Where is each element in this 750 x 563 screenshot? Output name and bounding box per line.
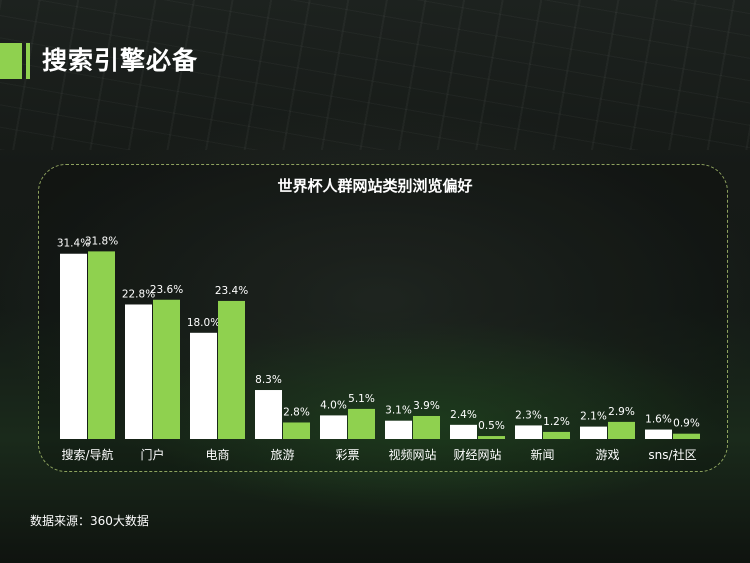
bar-series1-5 [385,420,412,439]
category-label-6: 财经网站 [453,448,501,462]
bar-series1-7 [515,425,542,439]
bar-series2-0 [88,251,115,439]
data-label-series1-5: 3.1% [385,405,412,417]
data-source-note: 数据来源：360大数据 [30,514,149,528]
category-label-8: 游戏 [595,448,619,462]
title-accent-stripe [26,43,30,79]
data-label-series1-9: 1.6% [645,414,672,426]
category-label-7: 新闻 [530,447,554,462]
data-label-series2-9: 0.9% [673,418,700,430]
category-label-3: 旅游 [270,448,294,462]
data-label-series1-2: 18.0% [187,317,220,329]
category-label-0: 搜索/导航 [61,447,113,462]
data-label-series2-5: 3.9% [413,400,440,412]
category-label-4: 彩票 [335,448,359,462]
bar-series1-9 [645,429,672,439]
data-label-series1-6: 2.4% [450,409,477,421]
bar-series2-8 [608,421,635,439]
bar-series2-9 [673,433,700,439]
bar-series1-8 [580,426,607,439]
bar-series1-3 [255,390,282,439]
bar-series1-0 [60,253,87,439]
category-label-5: 视频网站 [388,447,436,462]
bar-series2-4 [348,408,375,439]
data-label-series2-0: 31.8% [85,235,118,247]
bar-series2-1 [153,299,180,439]
data-label-series2-4: 5.1% [348,393,375,405]
bar-series1-4 [320,415,347,439]
category-label-2: 电商 [205,447,229,462]
data-label-series1-3: 8.3% [255,374,282,386]
stadium-roof-texture [0,0,750,150]
bar-series1-2 [190,332,217,439]
category-label-9: sns/社区 [648,447,696,462]
data-label-series1-0: 31.4% [57,238,90,250]
data-label-series1-8: 2.1% [580,411,607,423]
bar-series1-1 [125,304,152,439]
bar-series1-6 [450,424,477,439]
category-label-1: 门户 [140,447,164,462]
bar-series2-3 [283,422,310,439]
data-label-series1-1: 22.8% [122,288,155,300]
chart-title: 世界杯人群网站类别浏览偏好 [277,177,473,195]
bar-series2-6 [478,436,505,439]
bar-series2-5 [413,415,440,439]
data-label-series2-2: 23.4% [215,285,248,297]
data-label-series2-8: 2.9% [608,406,635,418]
data-label-series1-7: 2.3% [515,409,542,421]
data-label-series2-3: 2.8% [283,406,310,418]
data-label-series2-1: 23.6% [150,284,183,296]
data-label-series2-6: 0.5% [478,420,505,432]
data-label-series2-7: 1.2% [543,416,570,428]
title-accent-block [0,43,22,79]
data-label-series1-4: 4.0% [320,399,347,411]
bar-series2-2 [218,300,245,439]
bar-series2-7 [543,431,570,439]
page-title: 搜索引擎必备 [42,46,199,75]
